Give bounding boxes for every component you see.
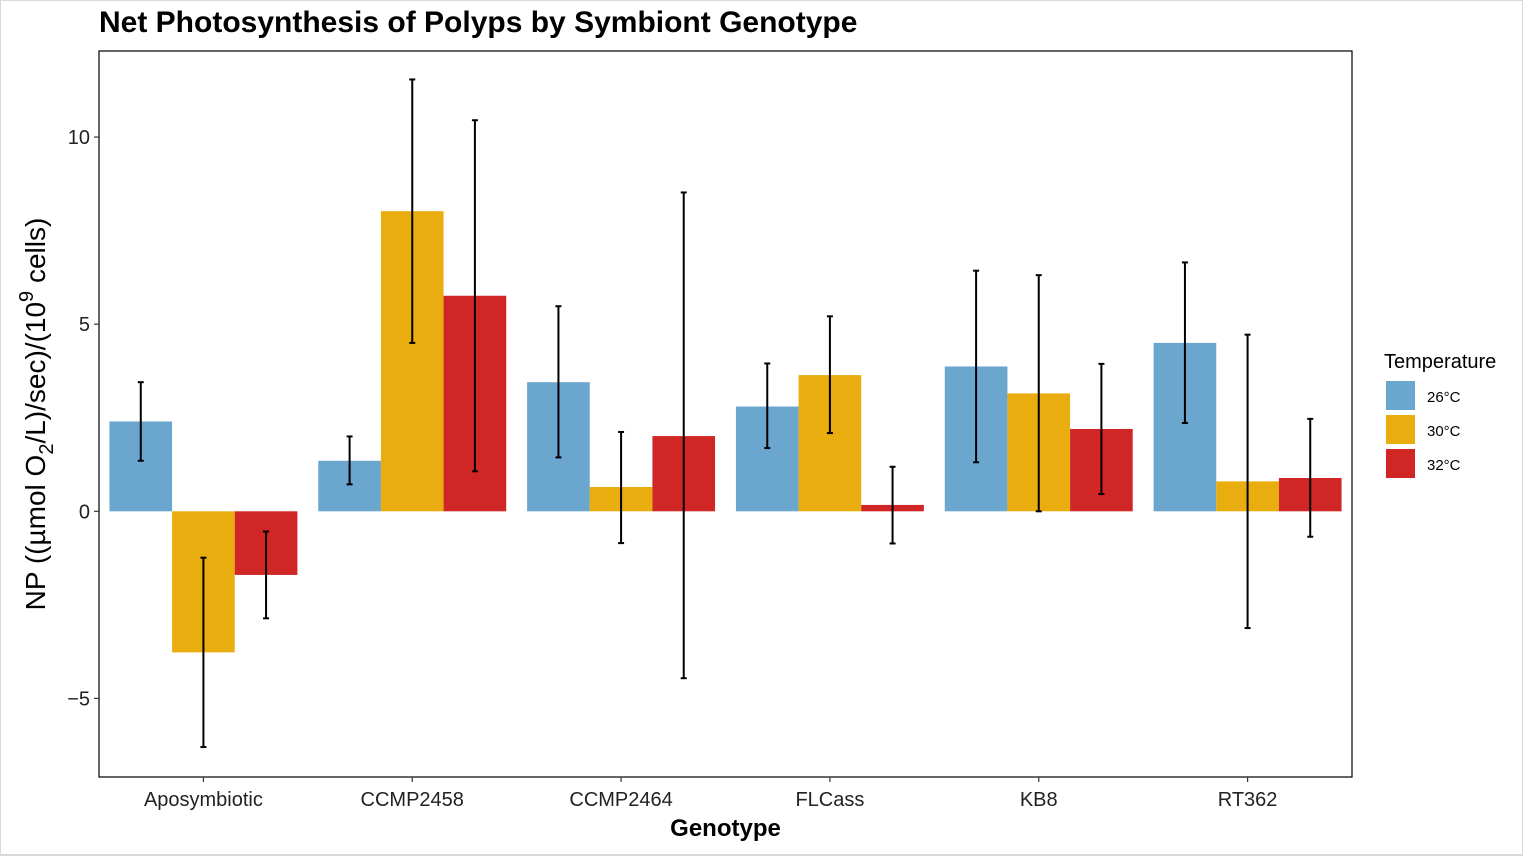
y-tick-label-2: 5 bbox=[79, 314, 90, 336]
x-tick-label-5: RT362 bbox=[1218, 789, 1278, 811]
legend-key-1 bbox=[1386, 415, 1415, 444]
legend-label-0: 26°C bbox=[1427, 389, 1461, 406]
errorbars-layer bbox=[137, 78, 1314, 749]
y-axis-title-subscript: 2 bbox=[36, 444, 58, 455]
legend-label-2: 32°C bbox=[1427, 457, 1461, 474]
y-tick-label-1: 0 bbox=[79, 501, 90, 523]
y-axis-title: NP ((µmol O2/L)/sec)/(109 cells) bbox=[16, 218, 58, 611]
x-axis-title: Genotype bbox=[670, 815, 781, 842]
x-tick-label-4: KB8 bbox=[1020, 789, 1058, 811]
y-axis: −5 0 5 10 bbox=[67, 127, 99, 710]
y-axis-title-part2: /L)/sec)/(10 bbox=[20, 302, 51, 444]
x-tick-label-1: CCMP2458 bbox=[361, 789, 464, 811]
x-axis: Aposymbiotic CCMP2458 CCMP2464 FLCass KB8 RT3… bbox=[144, 777, 1277, 811]
legend-title: Temperature bbox=[1384, 351, 1496, 373]
legend-key-0 bbox=[1386, 381, 1415, 410]
y-tick-label-0: −5 bbox=[67, 688, 90, 710]
y-axis-title-part3: cells) bbox=[20, 218, 51, 291]
y-axis-title-superscript: 9 bbox=[16, 291, 38, 302]
chart-title: Net Photosynthesis of Polyps by Symbiont… bbox=[99, 6, 857, 39]
x-tick-label-3: FLCass bbox=[795, 789, 864, 811]
bars-layer bbox=[109, 211, 1342, 653]
x-tick-label-2: CCMP2464 bbox=[569, 789, 672, 811]
plot-panel-border bbox=[98, 50, 1353, 778]
y-axis-title-part1: NP ((µmol O bbox=[20, 455, 51, 611]
legend-key-2 bbox=[1386, 449, 1415, 478]
y-tick-label-3: 10 bbox=[68, 127, 90, 149]
legend: Temperature 26°C 30°C 32°C bbox=[1384, 351, 1496, 478]
x-tick-label-0: Aposymbiotic bbox=[144, 789, 263, 811]
legend-label-1: 30°C bbox=[1427, 423, 1461, 440]
